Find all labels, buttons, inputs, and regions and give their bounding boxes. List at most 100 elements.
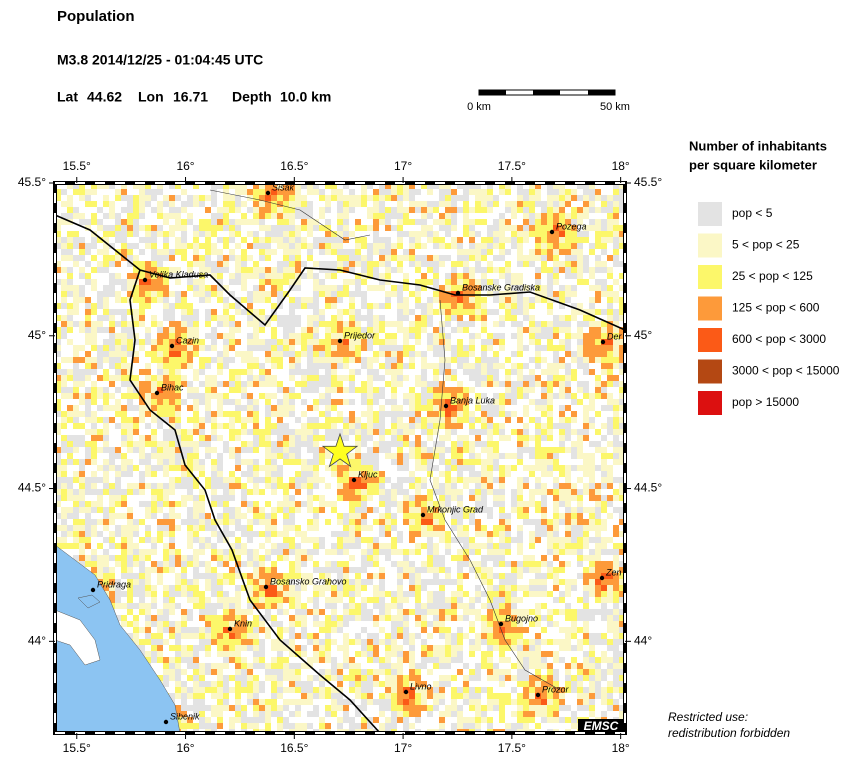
pop-cell: [97, 477, 103, 483]
pop-cell: [157, 225, 163, 231]
pop-cell: [85, 429, 91, 435]
pop-cell: [157, 279, 163, 285]
pop-cell: [133, 339, 139, 345]
pop-cell: [283, 549, 289, 555]
pop-cell: [367, 693, 373, 699]
pop-cell: [199, 255, 205, 261]
pop-cell: [265, 405, 271, 411]
pop-cell: [487, 477, 493, 483]
pop-cell: [259, 225, 265, 231]
pop-cell: [337, 237, 343, 243]
pop-cell: [457, 687, 463, 693]
pop-cell: [247, 267, 253, 273]
pop-cell: [259, 435, 265, 441]
pop-cell: [175, 717, 181, 723]
pop-cell: [235, 225, 241, 231]
pop-cell: [217, 513, 223, 519]
pop-cell: [439, 717, 445, 723]
pop-cell: [385, 345, 391, 351]
pop-cell: [307, 519, 313, 525]
pop-cell: [421, 405, 427, 411]
pop-cell: [409, 291, 415, 297]
pop-cell: [343, 615, 349, 621]
pop-cell: [85, 303, 91, 309]
pop-cell: [163, 345, 169, 351]
pop-cell: [187, 531, 193, 537]
pop-cell: [379, 579, 385, 585]
pop-cell: [265, 723, 271, 729]
pop-cell: [463, 477, 469, 483]
pop-cell: [67, 207, 73, 213]
pop-cell: [397, 501, 403, 507]
pop-cell: [337, 705, 343, 711]
pop-cell: [397, 435, 403, 441]
pop-cell: [247, 603, 253, 609]
pop-cell: [229, 387, 235, 393]
pop-cell: [115, 291, 121, 297]
pop-cell: [385, 411, 391, 417]
pop-cell: [73, 411, 79, 417]
pop-cell: [61, 543, 67, 549]
pop-cell: [199, 543, 205, 549]
pop-cell: [295, 243, 301, 249]
pop-cell: [139, 303, 145, 309]
pop-cell: [91, 267, 97, 273]
pop-cell: [133, 621, 139, 627]
pop-cell: [451, 465, 457, 471]
pop-cell: [127, 345, 133, 351]
pop-cell: [127, 321, 133, 327]
pop-cell: [199, 639, 205, 645]
pop-cell: [91, 333, 97, 339]
pop-cell: [361, 561, 367, 567]
pop-cell: [127, 549, 133, 555]
pop-cell: [187, 309, 193, 315]
pop-cell: [439, 681, 445, 687]
pop-cell: [235, 525, 241, 531]
pop-cell: [439, 693, 445, 699]
pop-cell: [205, 573, 211, 579]
pop-cell: [373, 699, 379, 705]
pop-cell: [277, 645, 283, 651]
pop-cell: [469, 351, 475, 357]
pop-cell: [343, 609, 349, 615]
pop-cell: [331, 663, 337, 669]
pop-cell: [187, 723, 193, 729]
pop-cell: [313, 297, 319, 303]
pop-cell: [223, 657, 229, 663]
pop-cell: [193, 387, 199, 393]
pop-cell: [325, 387, 331, 393]
pop-cell: [145, 603, 151, 609]
pop-cell: [463, 183, 469, 189]
pop-cell: [493, 201, 499, 207]
pop-cell: [289, 621, 295, 627]
pop-cell: [391, 411, 397, 417]
pop-cell: [145, 615, 151, 621]
pop-cell: [163, 585, 169, 591]
pop-cell: [427, 519, 433, 525]
pop-cell: [343, 651, 349, 657]
pop-cell: [205, 525, 211, 531]
pop-cell: [337, 693, 343, 699]
pop-cell: [277, 717, 283, 723]
pop-cell: [445, 303, 451, 309]
pop-cell: [307, 201, 313, 207]
pop-cell: [73, 189, 79, 195]
pop-cell: [187, 489, 193, 495]
pop-cell: [487, 555, 493, 561]
pop-cell: [307, 579, 313, 585]
pop-cell: [205, 375, 211, 381]
pop-cell: [79, 555, 85, 561]
pop-cell: [367, 273, 373, 279]
pop-cell: [247, 693, 253, 699]
pop-cell: [481, 357, 487, 363]
pop-cell: [283, 717, 289, 723]
pop-cell: [307, 363, 313, 369]
pop-cell: [277, 321, 283, 327]
pop-cell: [193, 429, 199, 435]
pop-cell: [241, 717, 247, 723]
pop-cell: [361, 333, 367, 339]
pop-cell: [451, 285, 457, 291]
pop-cell: [379, 585, 385, 591]
pop-cell: [91, 411, 97, 417]
pop-cell: [133, 285, 139, 291]
